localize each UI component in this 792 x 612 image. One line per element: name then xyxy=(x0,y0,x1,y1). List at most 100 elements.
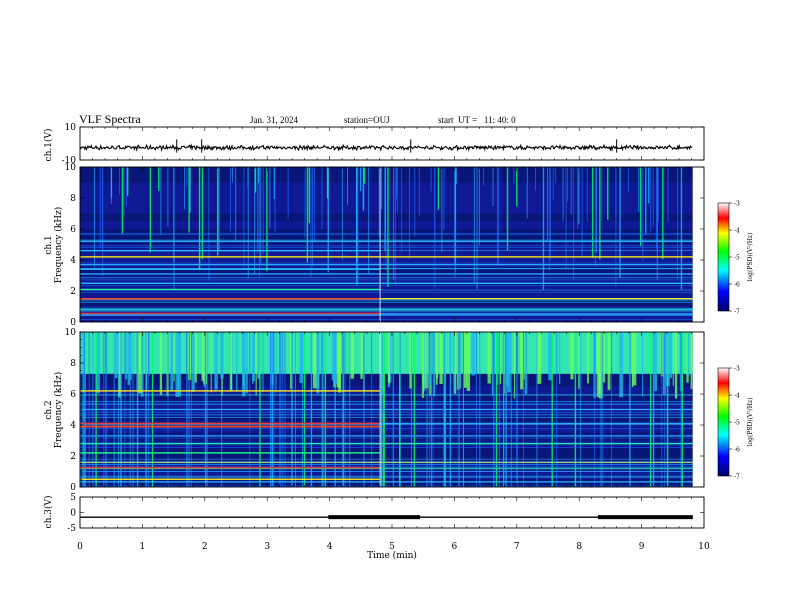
sferic-streak xyxy=(208,167,210,281)
band-texture xyxy=(350,332,355,379)
noise-band xyxy=(80,275,693,284)
sferic-streak xyxy=(257,167,260,184)
noise-band xyxy=(80,378,693,387)
sferic-streak xyxy=(378,167,380,238)
spectral-line xyxy=(80,263,693,266)
sferic-streak xyxy=(478,167,480,246)
noise-band xyxy=(80,401,693,410)
faint-line xyxy=(80,313,693,315)
sferic-streak xyxy=(232,167,233,183)
intense-line xyxy=(80,297,380,300)
band-texture xyxy=(275,332,277,393)
sferic-streak xyxy=(562,167,564,221)
faint-line xyxy=(80,308,693,310)
noise-band xyxy=(80,386,693,394)
sferic-streak xyxy=(218,167,220,251)
colorbar-tick-label: -4 xyxy=(734,228,740,235)
y-tick-label: 10 xyxy=(65,328,77,338)
y-tick-label: 4 xyxy=(70,256,76,266)
y-tick-label: 10 xyxy=(65,163,77,173)
sferic-streak xyxy=(656,167,658,249)
sferic-streak xyxy=(327,167,329,273)
faint-line xyxy=(80,476,693,478)
colorbar-ch2: log(PSD)(V²/Hz) -3 -4 -5 -6 -7 xyxy=(717,366,754,481)
sferic-streak xyxy=(173,167,175,291)
noise-band xyxy=(80,252,693,260)
y-tick-label: 2 xyxy=(70,287,76,297)
ch2-spec-ylabel: Frequency (kHz) xyxy=(53,372,64,449)
ch1-spec-ylabel-channel: ch.1 xyxy=(44,235,54,254)
colorbar-tick-label: -6 xyxy=(734,282,740,289)
band-texture xyxy=(177,332,182,397)
band-texture xyxy=(578,332,580,389)
sferic-streak xyxy=(394,167,396,285)
intense-line xyxy=(80,425,380,428)
band-texture xyxy=(255,332,257,396)
band-texture xyxy=(252,332,255,382)
sferic-streak xyxy=(542,167,545,290)
band-texture xyxy=(422,332,426,391)
x-tick-label: 4 xyxy=(327,542,333,552)
faint-line xyxy=(80,404,693,405)
sferic-streak xyxy=(126,167,129,196)
faint-line xyxy=(80,313,693,314)
sferic-streak xyxy=(648,167,650,204)
sferic-streak xyxy=(396,167,397,200)
noise-band xyxy=(80,283,693,291)
faint-line xyxy=(80,461,693,463)
sferic-streak xyxy=(483,167,485,186)
y-tick-label: 5 xyxy=(70,493,76,503)
faint-line xyxy=(80,285,693,287)
faint-line xyxy=(80,250,693,252)
band-texture xyxy=(141,332,144,397)
sferic-streak xyxy=(607,167,609,220)
band-texture xyxy=(686,332,689,383)
noise-band xyxy=(80,432,693,441)
sferic-streak xyxy=(259,167,260,277)
faint-line xyxy=(80,401,693,402)
sferic-streak xyxy=(506,167,509,251)
panel-frame-ch3 xyxy=(79,496,705,529)
band-texture xyxy=(524,332,528,395)
band-texture xyxy=(252,332,254,385)
spectral-line xyxy=(80,268,380,270)
y-tick-label: 10 xyxy=(65,123,77,133)
sferic-streak xyxy=(102,167,104,249)
sferic-streak xyxy=(247,167,249,188)
sferic-streak xyxy=(548,167,550,271)
faint-line xyxy=(80,239,693,241)
band-texture xyxy=(138,332,142,394)
faint-line xyxy=(80,394,693,396)
faint-line xyxy=(80,412,693,413)
sferic-streak xyxy=(308,167,311,224)
y-tick-label: 0 xyxy=(70,318,76,328)
sferic-streak xyxy=(577,167,579,230)
faint-line xyxy=(80,403,693,405)
sferic-streak xyxy=(359,167,362,191)
band-texture xyxy=(537,332,542,384)
sferic-streak xyxy=(341,167,343,260)
sferic-streak xyxy=(547,167,548,241)
sferic-streak xyxy=(591,167,594,258)
band-texture xyxy=(290,332,292,389)
faint-line xyxy=(80,428,693,430)
faint-line xyxy=(80,307,693,309)
sferic-streak xyxy=(437,167,440,210)
band-texture xyxy=(670,332,673,379)
faint-line xyxy=(80,458,693,460)
spectral-line xyxy=(80,452,380,454)
x-tick-label: 1 xyxy=(140,542,146,552)
band-texture xyxy=(433,332,436,397)
no-data-region xyxy=(692,332,694,487)
sferic-streak xyxy=(599,167,601,260)
faint-line xyxy=(80,394,693,396)
sferic-streak xyxy=(645,167,647,235)
sferic-streak xyxy=(160,167,162,235)
band-texture xyxy=(487,332,491,384)
sferic-streak xyxy=(414,167,416,237)
sferic-streak xyxy=(601,167,603,221)
faint-line xyxy=(80,319,693,320)
sferic-streak xyxy=(642,167,644,261)
ch2-spectrogram-panel xyxy=(80,332,694,487)
